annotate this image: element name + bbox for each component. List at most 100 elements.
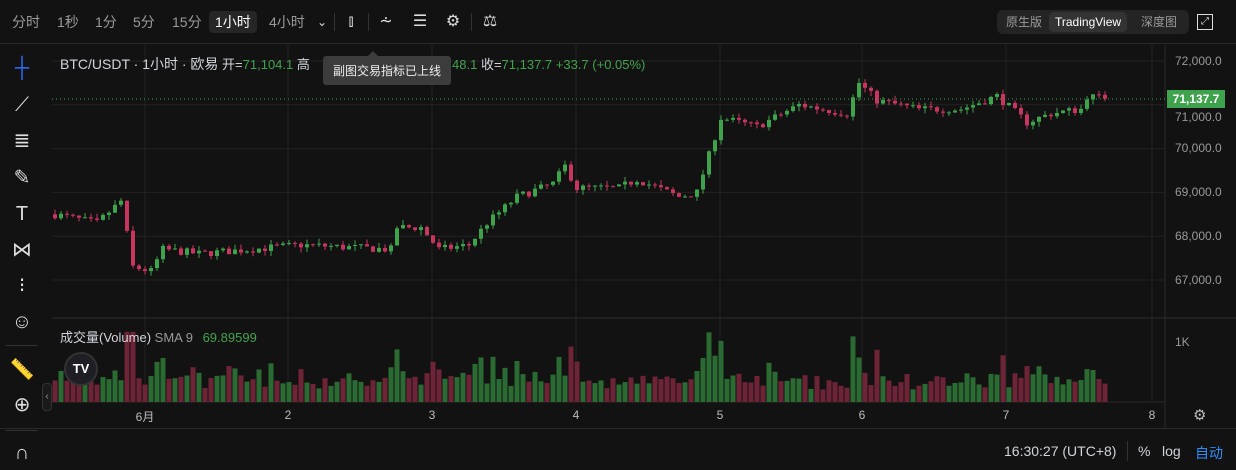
volume-legend: 成交量(Volume) SMA 9 69.89599 bbox=[60, 327, 257, 346]
time-tick: 3 bbox=[428, 408, 436, 422]
indicators-icon[interactable]: ⩪ bbox=[379, 13, 393, 30]
fib-lines-icon[interactable]: ≣ bbox=[13, 130, 31, 152]
candle-body bbox=[329, 245, 333, 247]
volume-bar bbox=[952, 382, 958, 402]
time-tick: 6 bbox=[858, 408, 866, 422]
volume-bar bbox=[436, 369, 442, 402]
magnet-icon[interactable]: ∩ bbox=[14, 442, 30, 464]
volume-bar bbox=[628, 377, 634, 402]
volume-bar bbox=[268, 363, 274, 402]
volume-bar bbox=[538, 381, 544, 402]
volume-bar bbox=[598, 380, 604, 402]
volume-bar bbox=[880, 376, 886, 402]
interval-4h[interactable]: 4小时 bbox=[269, 14, 305, 30]
trend-line-icon[interactable]: ⟋ bbox=[15, 94, 29, 116]
crosshair-icon[interactable]: ┼ bbox=[14, 57, 30, 79]
candle-body bbox=[515, 193, 519, 203]
brush-icon[interactable]: ✎ bbox=[13, 167, 31, 189]
candle-body bbox=[389, 245, 393, 252]
volume-bar bbox=[664, 376, 670, 402]
volume-bar bbox=[1000, 355, 1006, 402]
candle-body bbox=[191, 248, 195, 254]
volume-bar bbox=[178, 376, 184, 402]
volume-bar bbox=[508, 385, 514, 402]
candle-body bbox=[659, 185, 663, 188]
settings-list-icon[interactable]: ☰ bbox=[412, 13, 428, 30]
volume-bar bbox=[334, 381, 340, 402]
fullscreen-icon[interactable]: ⤢ bbox=[1197, 14, 1213, 30]
volume-bar bbox=[706, 332, 712, 402]
candle-body bbox=[95, 218, 99, 220]
log-toggle[interactable]: log bbox=[1162, 443, 1181, 459]
volume-bar bbox=[832, 382, 838, 402]
view-depth[interactable]: 深度图 bbox=[1141, 15, 1178, 29]
volume-bar bbox=[346, 373, 352, 402]
prediction-icon[interactable]: ⁝ bbox=[18, 275, 26, 297]
candle-body bbox=[965, 107, 969, 110]
candle-body bbox=[521, 191, 525, 194]
price-tick: 67,000.0 bbox=[1175, 273, 1222, 287]
percent-toggle[interactable]: % bbox=[1138, 443, 1151, 459]
volume-bar bbox=[778, 381, 784, 402]
volume-bar bbox=[784, 380, 790, 402]
ruler-icon[interactable]: 📏 bbox=[9, 359, 35, 381]
candle-body bbox=[737, 117, 741, 120]
candle-body bbox=[497, 212, 501, 215]
volume-bar bbox=[532, 371, 538, 402]
candle-body bbox=[647, 184, 651, 186]
candle-body bbox=[791, 106, 795, 111]
candle-body bbox=[1097, 94, 1101, 96]
top-toolbar: 分时 1秒 1分 5分 15分 1小时 4小时 ⌄ ⫾ ⩪ ☰ ⚙ ⚖ 原生版 … bbox=[0, 0, 1236, 44]
axis-settings-icon[interactable]: ⚙ bbox=[1193, 407, 1207, 424]
emoji-icon[interactable]: ☺ bbox=[11, 311, 33, 333]
volume-bar bbox=[172, 378, 178, 402]
text-icon[interactable]: T bbox=[15, 203, 29, 225]
candle-body bbox=[779, 114, 783, 116]
ohlc-legend: BTC/USDT · 1小时 · 欧易 开=71,104.1 高 bbox=[60, 54, 310, 74]
candle-body bbox=[131, 230, 135, 266]
volume-bar bbox=[814, 376, 820, 402]
volume-bar bbox=[976, 384, 982, 402]
volume-bar bbox=[454, 377, 460, 402]
candle-body bbox=[443, 244, 447, 248]
gear-icon[interactable]: ⚙ bbox=[445, 13, 461, 30]
clock[interactable]: 16:30:27 (UTC+8) bbox=[1004, 443, 1117, 459]
candle-body bbox=[797, 103, 801, 107]
volume-bar bbox=[736, 373, 742, 402]
candle-body bbox=[503, 204, 507, 213]
candle-type-icon[interactable]: ⫾ bbox=[348, 13, 354, 30]
volume-bar bbox=[244, 381, 250, 402]
zoom-in-icon[interactable]: ⊕ bbox=[13, 394, 31, 416]
interval-timeline[interactable]: 分时 bbox=[12, 14, 40, 30]
candle-body bbox=[803, 103, 807, 108]
volume-bar bbox=[484, 383, 490, 402]
interval-1s[interactable]: 1秒 bbox=[57, 14, 79, 30]
pattern-icon[interactable]: ⋈ bbox=[12, 239, 32, 261]
volume-bar bbox=[202, 388, 208, 402]
candle-body bbox=[311, 244, 315, 246]
candle-body bbox=[833, 112, 837, 115]
candle-body bbox=[1001, 93, 1005, 106]
interval-5m[interactable]: 5分 bbox=[133, 14, 155, 30]
volume-bar bbox=[196, 372, 202, 402]
interval-1h[interactable]: 1小时 bbox=[209, 11, 257, 33]
interval-1m[interactable]: 1分 bbox=[95, 14, 117, 30]
volume-bar bbox=[502, 367, 508, 402]
chevron-down-icon[interactable]: ⌄ bbox=[316, 15, 328, 29]
tradingview-logo[interactable]: TV bbox=[64, 352, 98, 386]
volume-bar bbox=[496, 379, 502, 402]
volume-bar bbox=[892, 385, 898, 402]
interval-15m[interactable]: 15分 bbox=[172, 14, 202, 30]
view-native[interactable]: 原生版 bbox=[1006, 15, 1043, 29]
volume-tick: 1K bbox=[1175, 335, 1190, 349]
candle-body bbox=[971, 105, 975, 108]
scale-icon[interactable]: ⚖ bbox=[482, 13, 498, 30]
volume-bar bbox=[1042, 374, 1048, 402]
candle-body bbox=[953, 110, 957, 113]
auto-toggle[interactable]: 自动 bbox=[1195, 445, 1223, 461]
volume-bar bbox=[928, 381, 934, 402]
view-tradingview[interactable]: TradingView bbox=[1049, 12, 1128, 32]
volume-bar bbox=[70, 380, 76, 402]
collapse-sidebar-button[interactable]: ‹ bbox=[42, 383, 52, 411]
